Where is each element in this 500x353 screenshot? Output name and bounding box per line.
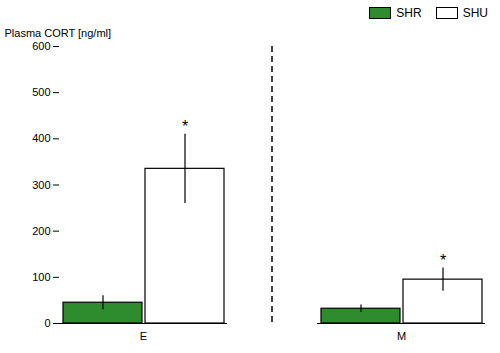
svg-text:*: * — [182, 118, 188, 135]
svg-text:600: 600 — [32, 40, 50, 52]
svg-text:0: 0 — [44, 317, 50, 329]
svg-text:M: M — [397, 330, 406, 342]
svg-text:200: 200 — [32, 225, 50, 237]
svg-text:*: * — [440, 252, 446, 269]
html-text:SHU: SHU — [462, 6, 488, 20]
svg-text:100: 100 — [32, 271, 50, 283]
svg-text:500: 500 — [32, 86, 50, 98]
svg-text:E: E — [140, 330, 147, 342]
svg-text:300: 300 — [32, 179, 50, 191]
svg-text:Plasma CORT [ng/ml]: Plasma CORT [ng/ml] — [5, 27, 112, 39]
html-text:SHR: SHR — [396, 6, 422, 20]
svg-text:400: 400 — [32, 132, 50, 144]
